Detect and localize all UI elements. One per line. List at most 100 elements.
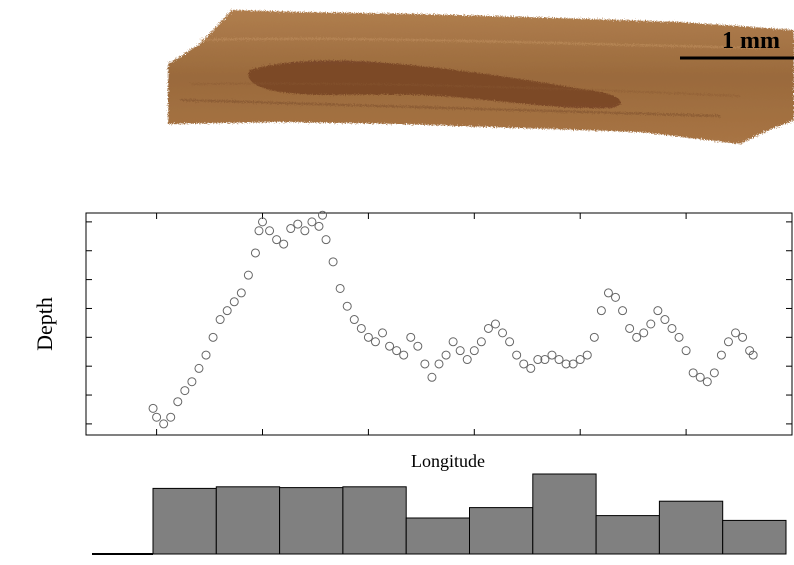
scatter-point-56	[526, 363, 536, 373]
scatter-point-80	[695, 372, 705, 382]
scatter-point-65	[589, 332, 599, 342]
scatter-point-42	[427, 372, 437, 382]
scatter-point-34	[370, 337, 380, 347]
scatter-point-12	[229, 297, 239, 307]
histogram-bar-2	[279, 487, 344, 555]
scatter-point-50	[483, 323, 493, 333]
histogram-bars	[152, 473, 787, 555]
scatter-point-72	[639, 328, 649, 338]
scatter-point-31	[349, 315, 359, 325]
histogram-bar-3	[342, 486, 407, 555]
scatter-ticks	[86, 213, 792, 435]
histogram-bar-8	[658, 500, 724, 555]
wood-strip	[168, 10, 794, 144]
scatter-point-11	[222, 306, 232, 316]
scatter-point-53	[505, 337, 515, 347]
histogram-bar-4	[405, 517, 471, 555]
scatter-point-38	[399, 350, 409, 360]
histogram-bar-5	[469, 507, 534, 555]
scatter-point-60	[554, 355, 564, 365]
scatter-point-77	[674, 332, 684, 342]
scatter-point-16	[254, 226, 264, 236]
scatter-point-20	[279, 239, 289, 249]
scatter-point-5	[180, 386, 190, 396]
scatter-point-82	[709, 368, 719, 378]
scatter-point-36	[385, 341, 395, 351]
scatter-point-52	[498, 328, 508, 338]
scatter-point-18	[265, 226, 275, 236]
scatter-point-66	[596, 306, 606, 316]
specimen-photo: 1 mm	[168, 10, 794, 144]
scatter-point-55	[519, 359, 529, 369]
scatter-point-9	[208, 332, 218, 342]
histogram-bar-0	[152, 487, 217, 555]
scatter-point-0	[148, 403, 158, 413]
scatter-point-27	[321, 235, 331, 245]
scatter-point-76	[667, 323, 677, 333]
scatter-point-2	[159, 419, 169, 429]
scatter-point-32	[356, 323, 366, 333]
scatter-point-24	[307, 217, 317, 227]
scatter-point-3	[166, 412, 176, 422]
scatter-point-57	[533, 355, 543, 365]
scatter-point-6	[187, 377, 197, 387]
scatter-point-25	[314, 221, 324, 231]
scatter-point-73	[646, 319, 656, 329]
scatter-point-64	[582, 350, 592, 360]
histogram-bar-1	[215, 486, 281, 555]
scatter-point-83	[716, 350, 726, 360]
scale-bar-label: 1 mm	[722, 28, 780, 54]
scatter-point-15	[250, 248, 260, 258]
scatter-point-58	[540, 355, 550, 365]
scatter-point-67	[603, 288, 613, 298]
dark-stain	[248, 60, 621, 109]
scatter-point-48	[469, 346, 479, 356]
scatter-point-68	[611, 292, 620, 302]
grain-line-3	[189, 82, 741, 97]
histogram-bar-6	[532, 473, 597, 555]
scatter-point-86	[738, 332, 748, 342]
scatter-point-43	[434, 359, 444, 369]
scatter-point-44	[441, 350, 451, 360]
scatter-points	[148, 210, 758, 429]
scatter-point-22	[293, 219, 303, 229]
scatter-point-13	[236, 288, 246, 298]
scatter-point-47	[462, 355, 472, 365]
scatter-point-26	[318, 210, 328, 220]
scatter-point-37	[392, 346, 402, 356]
scatter-point-75	[660, 315, 670, 325]
scatter-point-19	[272, 235, 282, 245]
scatter-point-8	[201, 350, 211, 360]
scatter-point-41	[420, 359, 430, 369]
scatter-point-29	[335, 283, 345, 293]
scatter-point-4	[173, 397, 183, 407]
scatter-point-1	[152, 412, 162, 422]
scatter-point-69	[618, 306, 628, 316]
scatter-point-49	[476, 337, 486, 347]
scatter-plot-frame	[85, 212, 793, 436]
scatter-point-23	[300, 226, 310, 236]
scatter-point-74	[653, 306, 663, 316]
scatter-point-28	[328, 257, 338, 267]
scatter-point-33	[363, 332, 373, 342]
scatter-point-85	[731, 328, 741, 338]
scatter-point-21	[286, 224, 296, 234]
scatter-point-62	[568, 359, 578, 369]
scatter-point-30	[342, 301, 352, 311]
histogram-bar-7	[595, 515, 660, 555]
scatter-point-45	[448, 337, 458, 347]
grain-line-1	[179, 99, 721, 117]
scatter-point-10	[215, 315, 225, 325]
scatter-point-79	[688, 368, 698, 378]
scatter-point-39	[406, 332, 416, 342]
scatter-point-7	[194, 363, 204, 373]
scatter-point-63	[575, 355, 585, 365]
x-axis-label: Longitude	[411, 451, 485, 471]
histogram-bar-9	[722, 519, 787, 555]
depth-scatter-chart: Longitude Depth	[32, 210, 793, 471]
scatter-point-51	[490, 319, 500, 329]
scatter-point-61	[561, 359, 571, 369]
grain-line-2	[199, 37, 761, 49]
